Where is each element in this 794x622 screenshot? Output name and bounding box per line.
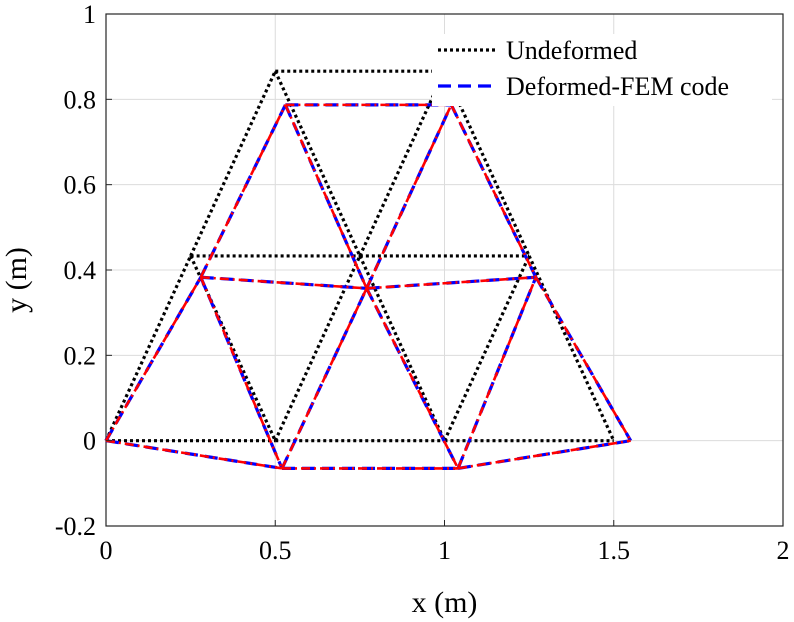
truss-member — [104, 276, 203, 442]
truss-member — [457, 439, 631, 470]
y-tick-label: 0.4 — [64, 256, 97, 285]
y-tick-label: -0.2 — [55, 512, 96, 541]
series-layer — [104, 69, 633, 470]
truss-member — [358, 255, 446, 442]
truss-member — [104, 276, 202, 442]
truss-member — [280, 287, 368, 469]
legend: Undeformed Deformed-FEM code — [432, 34, 772, 106]
truss-member — [105, 439, 283, 470]
truss-member — [199, 104, 287, 278]
truss-member — [534, 276, 633, 442]
truss-member — [104, 255, 193, 442]
truss-member — [199, 276, 284, 469]
truss-member — [443, 70, 531, 257]
y-tick-label: 1 — [83, 0, 96, 29]
x-tick-label: 0.5 — [259, 536, 292, 565]
x-axis-label: x (m) — [412, 586, 478, 619]
truss-member — [456, 276, 538, 469]
truss-member — [189, 70, 277, 257]
truss-member — [450, 104, 538, 278]
truss-member — [358, 70, 446, 257]
truss-member — [534, 276, 632, 442]
y-axis-label: y (m) — [0, 247, 33, 313]
truss-member — [189, 255, 277, 442]
series-2 — [104, 103, 632, 470]
truss-member — [284, 104, 368, 289]
legend-background — [432, 34, 772, 106]
truss-member — [365, 104, 453, 289]
truss-member — [273, 70, 362, 257]
x-tick-label: 1 — [438, 536, 451, 565]
truss-member — [200, 275, 367, 290]
legend-label-deformed: Deformed-FEM code — [506, 72, 729, 101]
truss-member — [443, 255, 531, 442]
y-tick-label: 0.8 — [64, 85, 97, 114]
x-tick-label: 0 — [100, 536, 113, 565]
y-tick-label: 0 — [83, 427, 96, 456]
truss-member — [527, 255, 616, 442]
truss-member — [366, 275, 536, 290]
tick-labels: 0 0.5 1 1.5 2-0.200.20.40.60.81 — [55, 0, 790, 565]
legend-label-undeformed: Undeformed — [506, 36, 637, 65]
y-tick-label: 0.2 — [64, 341, 97, 370]
truss-member — [365, 287, 460, 469]
x-tick-label: 1.5 — [598, 536, 631, 565]
series-0 — [104, 69, 616, 443]
x-tick-label: 2 — [777, 536, 790, 565]
y-tick-label: 0.6 — [64, 171, 97, 200]
